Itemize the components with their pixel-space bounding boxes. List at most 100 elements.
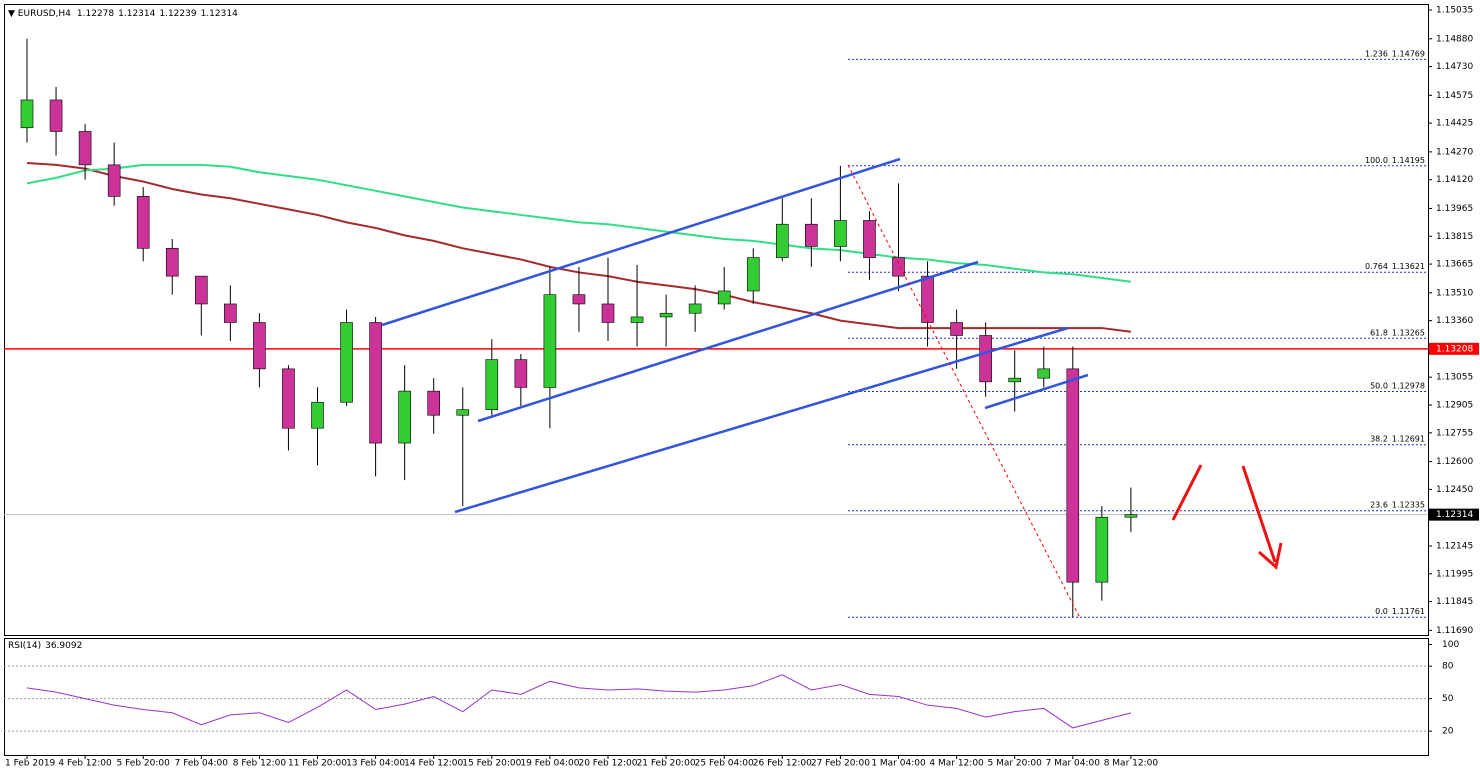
x-tick-label: 19 Feb 04:00	[520, 759, 579, 769]
candle-body	[1008, 377, 1022, 383]
y-tick-label: 1.14880	[1436, 34, 1473, 44]
level-label: 1.13208	[1436, 344, 1473, 354]
trend-line	[454, 326, 1069, 514]
candle-body	[282, 368, 295, 429]
price-label: 1.12314	[1436, 510, 1473, 520]
price-box	[1429, 508, 1479, 521]
candle-body	[572, 294, 586, 305]
y-tick-label: 1.13665	[1436, 260, 1473, 270]
candle-body	[1066, 368, 1080, 583]
y-tick-label: 1.14730	[1436, 62, 1473, 72]
candle-body	[49, 99, 63, 132]
fib-ratio: 100.0	[1365, 155, 1388, 164]
candle-body	[253, 322, 266, 370]
y-tick-label: 1.14270	[1436, 147, 1473, 157]
x-tick-label: 25 Feb 04:00	[695, 759, 754, 769]
y-tick-label: 1.15035	[1436, 6, 1473, 16]
trend-line	[984, 373, 1089, 410]
candle-body	[311, 401, 324, 429]
candle-body	[1124, 514, 1138, 518]
candle-body	[224, 303, 237, 323]
rsi-title: RSI(14) 36.9092	[8, 641, 82, 651]
candle-body	[427, 390, 441, 416]
x-tick-label: 5 Mar 20:00	[988, 759, 1043, 769]
candle-body	[863, 220, 876, 258]
arrow	[1241, 465, 1277, 563]
x-tick-label: 26 Feb 12:00	[753, 759, 812, 769]
rsi-panel	[4, 638, 1429, 756]
x-tick-label: 4 Mar 12:00	[929, 759, 984, 769]
chart-title: ▼ EURUSD,H4 1.12278 1.12314 1.12239 1.12314	[8, 9, 238, 19]
x-tick-label: 5 Feb 20:00	[117, 759, 171, 769]
y-tick-label: 1.12755	[1436, 428, 1473, 438]
candle-body	[485, 359, 499, 410]
candle-body	[456, 409, 470, 416]
level-box	[1429, 342, 1479, 355]
fib-label: 0.764 1.13621	[1365, 262, 1425, 271]
y-tick-label: 1.12145	[1436, 541, 1473, 551]
candle-body	[688, 303, 702, 314]
x-tick-label: 20 Feb 12:00	[578, 759, 637, 769]
fib-price: 1.12978	[1392, 381, 1425, 390]
fib-price: 1.14195	[1392, 155, 1425, 164]
fib-ratio: 50.0	[1370, 381, 1388, 390]
y-tick-label: 1.13815	[1436, 232, 1473, 242]
candle-body	[746, 257, 760, 292]
fib-price: 1.12691	[1392, 434, 1425, 443]
candle-body	[775, 223, 789, 258]
y-tick-label: 1.11690	[1436, 626, 1473, 636]
fib-label: 100.0 1.14195	[1365, 155, 1425, 164]
rsi-value: 36.9092	[45, 641, 82, 651]
ohlc: 1.12278	[77, 9, 114, 19]
y-tick-label: 1.11995	[1436, 569, 1473, 579]
candle-body	[834, 220, 847, 247]
x-tick-label: 13 Feb 04:00	[346, 759, 405, 769]
y-tick-label: 1.14425	[1436, 119, 1473, 129]
menu-arrow: ▼	[8, 9, 18, 19]
candle-body	[717, 290, 731, 305]
price-panel	[4, 4, 1429, 636]
candle-body	[805, 223, 818, 247]
candle-body	[659, 312, 673, 318]
moving-average	[26, 163, 1132, 283]
x-tick-label: 1 Mar 04:00	[871, 759, 926, 769]
candle-body	[78, 131, 92, 166]
fib-price: 1.14769	[1392, 49, 1425, 58]
y-tick-label: 1.11845	[1436, 597, 1473, 607]
fib-ratio: 23.6	[1370, 500, 1388, 509]
candle-body	[979, 335, 992, 383]
x-tick-label: 1 Feb 2019	[5, 759, 56, 769]
candle-body	[398, 390, 411, 444]
candle-body	[921, 275, 934, 323]
fib-label: 0.0 1.11761	[1375, 607, 1425, 616]
x-tick-label: 11 Feb 20:00	[288, 759, 347, 769]
y-tick-label: 1.14120	[1436, 175, 1473, 185]
candle-body	[1095, 516, 1109, 583]
candle-body	[20, 99, 34, 129]
plot: 1.15035 1.14880 1.14730 1.14575 1.14425 1.142…	[4, 6, 1479, 769]
x-tick-label: 15 Feb 20:00	[462, 759, 521, 769]
candle-body	[543, 294, 557, 388]
ohlc: 1.12239	[159, 9, 196, 19]
candle-body	[514, 359, 528, 388]
fib-ratio: 1.236	[1365, 49, 1388, 58]
fib-anchor	[847, 164, 1081, 619]
x-tick-label: 21 Feb 20:00	[637, 759, 696, 769]
x-tick-label: 14 Feb 12:00	[404, 759, 463, 769]
fib-price: 1.13265	[1392, 328, 1425, 337]
fib-label: 50.0 1.12978	[1370, 381, 1425, 390]
symbol: EURUSD,H4	[18, 9, 71, 19]
ohlc: 1.12314	[118, 9, 155, 19]
candle-body	[107, 164, 121, 197]
rsi-line	[26, 674, 1132, 729]
candle-body	[369, 322, 382, 444]
fib-label: 38.2 1.12691	[1370, 434, 1425, 443]
y-tick-label: 1.12600	[1436, 457, 1473, 467]
candle-body	[165, 248, 179, 277]
fib-ratio: 61.8	[1370, 328, 1388, 337]
trend-line	[477, 260, 979, 423]
y-tick-label: 1.12450	[1436, 485, 1473, 495]
rsi-tick-label: 80	[1442, 662, 1454, 672]
